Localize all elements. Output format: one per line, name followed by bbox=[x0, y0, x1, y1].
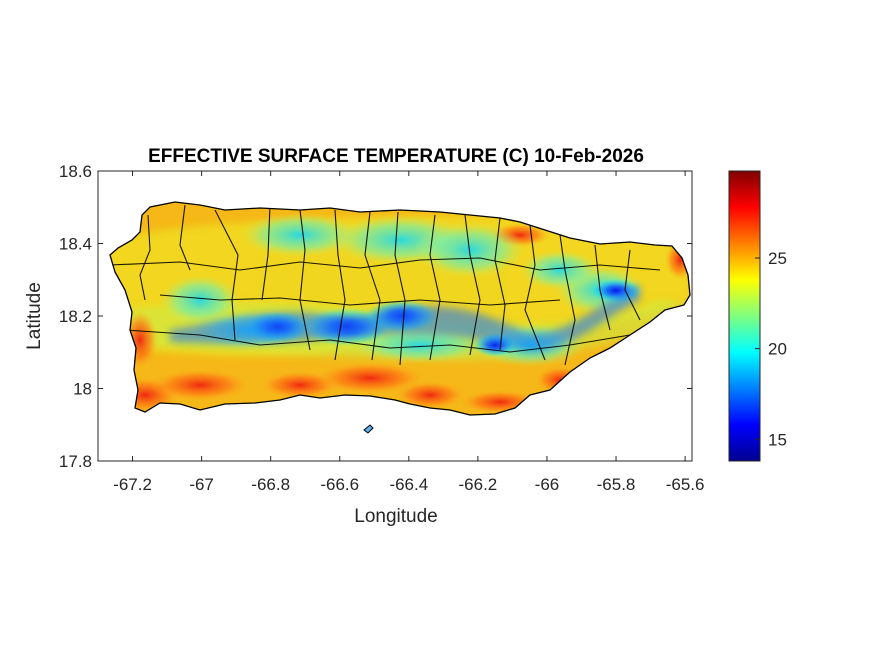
chart-title: EFFECTIVE SURFACE TEMPERATURE (C) 10-Feb… bbox=[148, 146, 644, 167]
offshore-islet bbox=[363, 424, 374, 434]
y-tick-label: 18.2 bbox=[59, 307, 92, 326]
cool-region bbox=[240, 213, 360, 257]
x-tick-label: -66 bbox=[535, 475, 560, 494]
colorbar-tick-label: 20 bbox=[768, 340, 787, 359]
cool-region bbox=[520, 250, 600, 290]
x-axis-label: Longitude bbox=[354, 506, 437, 527]
warm-region bbox=[150, 369, 250, 401]
warm-region bbox=[395, 381, 465, 409]
y-tick-label: 18.6 bbox=[59, 162, 92, 181]
municipality-boundaries bbox=[110, 204, 661, 366]
colorbar-tick-label: 15 bbox=[768, 430, 787, 449]
y-tick-label: 18 bbox=[73, 380, 92, 399]
x-tick-label: -65.8 bbox=[597, 475, 636, 494]
y-tick-label: 17.8 bbox=[59, 452, 92, 471]
x-tick-label: -67.2 bbox=[113, 475, 152, 494]
x-axis: -67.2 -67 -66.8 -66.6 -66.4 -66.2 -66 -65.8 -65.… bbox=[113, 171, 704, 494]
x-tick-label: -67 bbox=[189, 475, 214, 494]
y-axis: 17.8 18 18.2 18.4 18.6 bbox=[59, 162, 692, 471]
colorbar-tick-label: 25 bbox=[768, 249, 787, 268]
warm-region bbox=[315, 362, 425, 394]
cool-region bbox=[415, 222, 525, 278]
island-outline bbox=[109, 201, 691, 416]
x-tick-label: -65.6 bbox=[666, 475, 705, 494]
y-axis-label: Latitude bbox=[24, 282, 45, 350]
temperature-field bbox=[110, 202, 690, 415]
y-tick-label: 18.4 bbox=[59, 235, 92, 254]
central-ridge-band bbox=[170, 285, 640, 352]
colorbar bbox=[728, 170, 761, 462]
x-tick-label: -66.6 bbox=[320, 475, 359, 494]
x-tick-label: -66.4 bbox=[389, 475, 428, 494]
colorbar-ticks: 15 20 25 bbox=[755, 249, 787, 449]
x-tick-label: -66.8 bbox=[251, 475, 290, 494]
x-tick-label: -66.2 bbox=[459, 475, 498, 494]
cool-region bbox=[160, 275, 240, 325]
